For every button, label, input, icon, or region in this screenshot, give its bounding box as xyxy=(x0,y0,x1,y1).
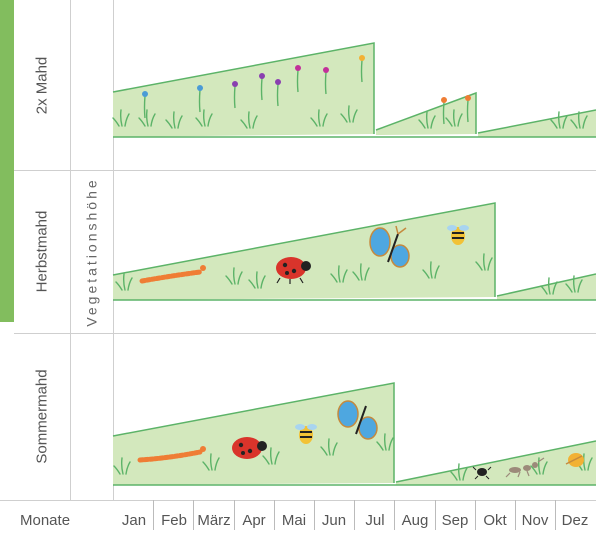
butterfly-icon xyxy=(337,400,378,440)
ladybug-icon xyxy=(232,437,267,459)
month-tick xyxy=(354,500,355,530)
month-tick xyxy=(515,500,516,530)
row-divider xyxy=(14,333,596,334)
month-label-feb: Feb xyxy=(161,512,187,529)
caterpillar-icon xyxy=(137,446,206,463)
label-column-divider xyxy=(70,0,71,500)
month-label-maerz: März xyxy=(197,512,231,529)
axis-column-divider xyxy=(113,0,114,500)
month-tick xyxy=(475,500,476,530)
month-label-jan: Jan xyxy=(121,512,147,529)
bottom-axis-line xyxy=(0,500,596,501)
month-label-sep: Sep xyxy=(441,512,469,529)
highlight-bar xyxy=(0,0,14,322)
month-label-okt: Okt xyxy=(483,512,507,529)
month-tick xyxy=(314,500,315,530)
month-tick xyxy=(193,500,194,530)
month-tick xyxy=(274,500,275,530)
beetle-icon xyxy=(472,466,492,480)
month-label-aug: Aug xyxy=(401,512,429,529)
month-tick xyxy=(435,500,436,530)
month-label-jul: Jul xyxy=(365,512,385,529)
ant-icon xyxy=(505,457,545,478)
month-label-dez: Dez xyxy=(561,512,589,529)
bee-icon xyxy=(295,424,317,444)
month-label-nov: Nov xyxy=(521,512,549,529)
month-tick xyxy=(234,500,235,530)
row-2x-mahd-vegetation xyxy=(112,42,596,138)
caterpillar-icon xyxy=(139,265,206,284)
month-tick xyxy=(394,500,395,530)
butterfly-icon xyxy=(565,453,584,467)
month-tick xyxy=(153,500,154,530)
ladybug-icon xyxy=(276,257,311,284)
month-label-mai: Mai xyxy=(281,512,307,529)
months-axis-label: Monate xyxy=(20,512,71,529)
row-sommermahd-vegetation xyxy=(112,382,596,486)
row-herbstmahd-vegetation xyxy=(112,202,596,301)
month-tick xyxy=(555,500,556,530)
month-label-jun: Jun xyxy=(321,512,347,529)
butterfly-icon xyxy=(369,225,410,268)
row-divider xyxy=(14,170,596,171)
bee-icon xyxy=(447,225,469,245)
month-label-apr: Apr xyxy=(242,512,266,529)
